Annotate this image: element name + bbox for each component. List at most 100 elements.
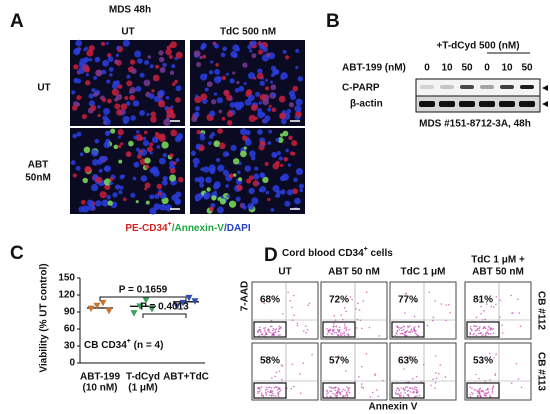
cell: [174, 135, 182, 143]
cell: [232, 173, 237, 177]
event: [484, 380, 487, 382]
event: [271, 377, 273, 379]
percentage: 81%: [473, 295, 493, 306]
cell: [76, 95, 82, 101]
event: [487, 325, 490, 328]
cell: [214, 68, 221, 75]
cell: [171, 82, 176, 87]
cell: [154, 193, 160, 199]
event: [377, 395, 380, 398]
cell: [244, 165, 251, 172]
event: [487, 332, 489, 335]
event: [470, 329, 473, 331]
event: [337, 334, 339, 336]
cell: [196, 129, 201, 135]
cell: [232, 44, 240, 52]
event: [334, 389, 337, 392]
cell: [284, 55, 290, 60]
cell: [266, 52, 271, 58]
cell: [250, 155, 256, 161]
event: [401, 296, 403, 299]
cell: [255, 91, 261, 97]
event: [271, 392, 274, 395]
cell: [143, 79, 151, 87]
cell: [144, 187, 148, 191]
cell: [91, 88, 96, 93]
cell: [225, 72, 229, 76]
event: [406, 390, 409, 392]
cell: [279, 133, 284, 137]
cell: [143, 130, 148, 135]
event: [415, 333, 418, 336]
title-part: cells: [368, 248, 393, 259]
percentage: 77%: [398, 295, 418, 306]
y-tick-label: 150: [58, 273, 75, 284]
y-tick-label: 90: [64, 307, 76, 318]
cell: [248, 175, 254, 181]
band: [460, 85, 474, 89]
event: [326, 328, 328, 330]
cell: [118, 189, 123, 195]
event: [396, 330, 399, 333]
cell: [169, 174, 177, 182]
event: [270, 394, 273, 397]
event: [342, 396, 345, 398]
cell: [95, 69, 103, 77]
cell: [159, 67, 166, 74]
event: [307, 304, 310, 307]
event: [489, 352, 491, 355]
cell: [125, 101, 131, 106]
cell: [161, 141, 169, 149]
cell: [193, 50, 201, 58]
cell: [226, 111, 234, 118]
event: [332, 392, 334, 395]
event: [334, 395, 337, 397]
cell: [72, 173, 77, 178]
cell: [129, 94, 136, 101]
event: [265, 393, 267, 395]
cell: [88, 45, 95, 52]
event: [482, 327, 485, 330]
column-header: ABT 50 nM: [472, 267, 524, 278]
event: [478, 388, 481, 391]
band: [520, 85, 534, 89]
event: [484, 327, 487, 330]
event: [274, 375, 276, 378]
cell: [91, 159, 99, 166]
event: [407, 331, 410, 333]
cell: [152, 74, 160, 82]
cell: [211, 132, 216, 137]
cell: [193, 163, 198, 168]
event: [483, 310, 485, 312]
cell: [276, 150, 282, 156]
event: [439, 364, 442, 366]
event: [478, 327, 481, 329]
event: [329, 395, 332, 398]
event: [382, 379, 384, 382]
band-label: C-PARP: [342, 83, 380, 94]
event: [472, 325, 475, 327]
event: [278, 328, 281, 330]
cell: [256, 72, 264, 80]
event: [360, 383, 363, 385]
cell: [122, 115, 130, 124]
cell: [98, 168, 103, 173]
cell: [269, 80, 274, 84]
event: [475, 325, 478, 328]
event: [275, 371, 278, 374]
x-tick-label: (10 nM): [83, 383, 118, 394]
event: [280, 326, 282, 328]
event: [489, 379, 491, 381]
dose-label: ABT-199 (nM): [342, 63, 406, 74]
event: [469, 395, 472, 398]
event: [434, 372, 437, 374]
event: [495, 353, 497, 356]
cell: [265, 78, 269, 82]
cell: [256, 182, 260, 186]
cell: [213, 190, 217, 195]
event: [328, 386, 331, 388]
cell: [151, 89, 155, 93]
event: [428, 291, 431, 294]
cell: [137, 58, 143, 64]
event: [274, 386, 277, 388]
